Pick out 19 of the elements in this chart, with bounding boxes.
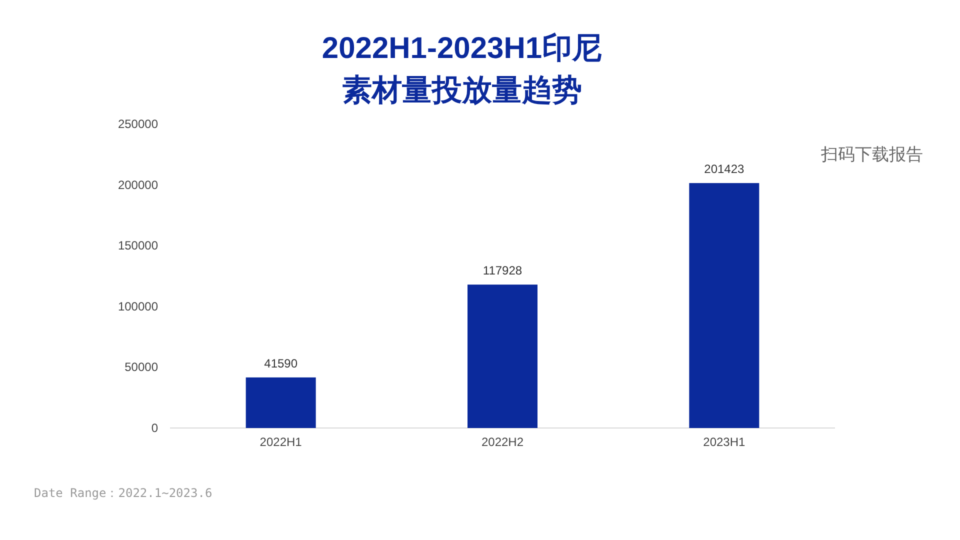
chart-title: 2022H1-2023H1印尼 bbox=[322, 32, 602, 65]
data-label: 41590 bbox=[264, 356, 298, 370]
text: Date Range：2022.1~2023.6 bbox=[34, 486, 212, 500]
y-tick-label: 250000 bbox=[118, 117, 158, 131]
y-tick-label: 0 bbox=[151, 421, 158, 435]
x-tick-label: 2023H1 bbox=[703, 435, 746, 449]
data-label: 201423 bbox=[704, 162, 745, 176]
bar bbox=[689, 183, 760, 428]
annotation: 扫码下载报告 bbox=[820, 145, 923, 164]
x-tick-label: 2022H2 bbox=[481, 435, 524, 449]
x-tick-label: 2022H1 bbox=[260, 435, 302, 449]
bar bbox=[246, 377, 316, 428]
y-tick-label: 50000 bbox=[124, 360, 158, 374]
chart-subtitle: 素材量投放量趋势 bbox=[342, 74, 582, 107]
y-tick-label: 200000 bbox=[118, 178, 158, 192]
y-tick-label: 150000 bbox=[118, 238, 158, 253]
bar bbox=[468, 284, 538, 428]
data-label: 117928 bbox=[482, 264, 522, 278]
y-tick-label: 100000 bbox=[118, 299, 158, 314]
